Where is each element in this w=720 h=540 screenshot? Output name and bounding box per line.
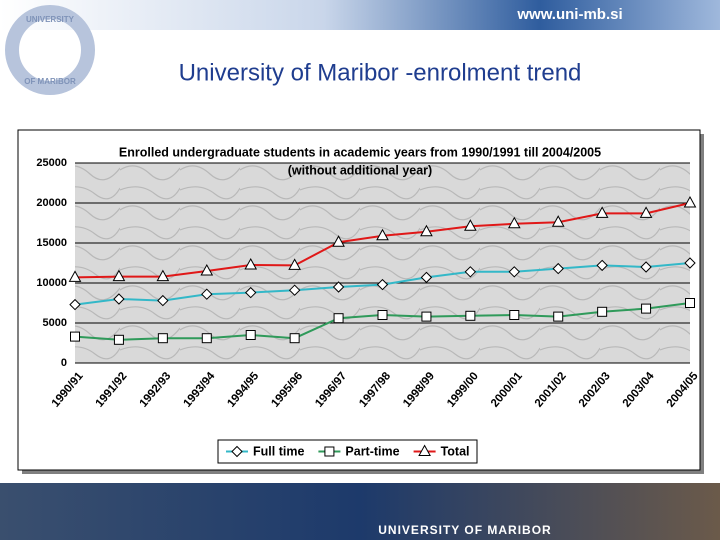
header-url: www.uni-mb.si xyxy=(516,6,622,23)
y-tick-label: 0 xyxy=(61,357,67,369)
y-tick-label: 20000 xyxy=(36,197,67,209)
marker xyxy=(200,263,214,276)
marker xyxy=(244,257,258,270)
y-tick-label: 15000 xyxy=(36,237,67,249)
plot-area xyxy=(75,163,690,363)
marker xyxy=(245,286,257,299)
marker xyxy=(595,206,609,218)
marker xyxy=(332,235,345,247)
marker xyxy=(551,215,565,227)
marker xyxy=(157,294,169,307)
marker xyxy=(640,261,652,273)
marker xyxy=(464,266,477,278)
marker xyxy=(69,298,81,311)
marker xyxy=(509,310,520,320)
marker xyxy=(288,258,301,270)
marker xyxy=(376,228,389,241)
slide-title: University of Maribor -enrolment trend xyxy=(179,59,582,86)
marker xyxy=(68,270,82,282)
logo-text: UNIVERSITY xyxy=(26,15,75,24)
marker xyxy=(201,288,213,300)
marker xyxy=(639,206,653,218)
logo-text: OF MARIBOR xyxy=(24,77,76,86)
legend-label: Full time xyxy=(253,444,304,458)
marker xyxy=(324,446,335,457)
marker xyxy=(376,278,389,291)
legend-box xyxy=(217,439,478,464)
marker xyxy=(597,306,608,317)
marker xyxy=(70,331,80,342)
footer-banner xyxy=(0,483,720,540)
marker xyxy=(507,216,521,229)
marker xyxy=(113,293,125,305)
y-tick-label: 10000 xyxy=(36,277,67,289)
marker xyxy=(685,298,695,308)
marker xyxy=(508,266,520,278)
y-tick-label: 25000 xyxy=(36,157,67,169)
marker xyxy=(465,310,476,321)
marker xyxy=(245,330,256,340)
footer-text: UNIVERSITY OF MARIBOR xyxy=(378,523,551,537)
marker xyxy=(684,257,696,269)
marker xyxy=(288,284,301,296)
legend: Full time Part-time Total xyxy=(217,439,478,464)
logo xyxy=(5,5,95,95)
marker xyxy=(418,444,431,456)
marker xyxy=(112,269,126,282)
marker xyxy=(333,313,344,324)
marker xyxy=(156,269,170,282)
marker xyxy=(596,259,608,272)
marker xyxy=(231,445,243,458)
marker xyxy=(157,333,168,344)
marker xyxy=(289,333,300,344)
legend-label: Total xyxy=(441,444,470,458)
header-banner xyxy=(0,0,720,30)
marker xyxy=(420,224,433,237)
marker xyxy=(332,281,345,293)
marker xyxy=(553,311,564,322)
marker xyxy=(113,334,124,345)
marker xyxy=(377,310,388,320)
marker xyxy=(552,262,564,275)
marker xyxy=(683,195,697,208)
y-tick-label: 5000 xyxy=(43,317,67,329)
chart-title: Enrolled undergraduate students in acade… xyxy=(119,145,601,159)
marker xyxy=(420,271,433,284)
marker xyxy=(201,333,212,344)
marker xyxy=(641,303,652,314)
marker xyxy=(421,311,432,322)
marker xyxy=(464,219,477,231)
chart-subtitle: (without additional year) xyxy=(288,163,432,177)
legend-label: Part-time xyxy=(345,444,399,458)
